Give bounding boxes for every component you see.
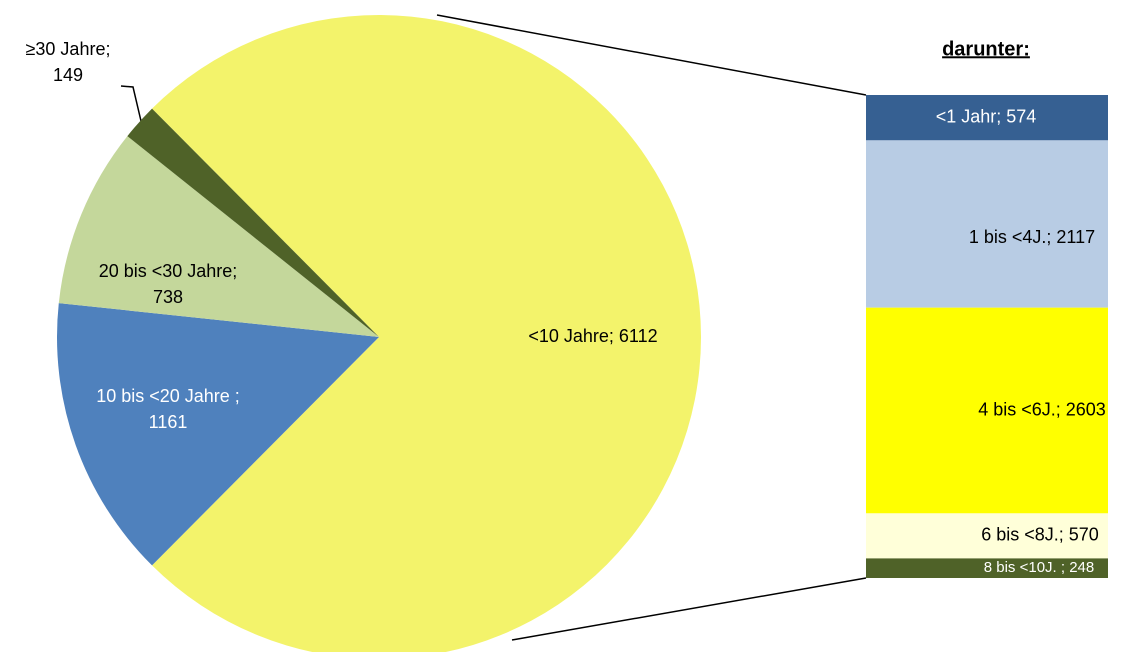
data-label: <10 Jahre; 6112: [528, 326, 657, 346]
connector-line: [436, 14, 867, 96]
pie-slice: [127, 108, 379, 337]
bar-segment: [866, 140, 1108, 308]
bar-segment: [866, 513, 1108, 559]
data-label: 6 bis <8J.; 570: [981, 525, 1099, 545]
data-label: 10 bis <20 Jahre ;: [96, 386, 240, 406]
data-label: ≥30 Jahre;: [26, 39, 111, 59]
pie-slice: [57, 303, 380, 566]
data-label: 738: [153, 287, 183, 307]
data-label: 149: [53, 65, 83, 85]
bar-segment: [866, 95, 1108, 141]
data-label: 1 bis <4J.; 2117: [969, 227, 1095, 247]
data-label: 1161: [149, 412, 188, 432]
leader-line: [120, 85, 142, 122]
bar-segment: [866, 307, 1108, 514]
data-label: <1 Jahr; 574: [936, 106, 1037, 126]
data-label: 20 bis <30 Jahre;: [99, 261, 238, 281]
bar-segment: [866, 558, 1108, 578]
bar-title: darunter:: [942, 38, 1030, 60]
connector-line: [511, 577, 867, 641]
data-label: 4 bis <6J.; 2603: [978, 399, 1106, 419]
pie: [57, 15, 701, 652]
pie-slice: [152, 15, 701, 652]
pie-slice: [58, 136, 379, 337]
data-label: 8 bis <10J. ; 248: [984, 559, 1095, 576]
